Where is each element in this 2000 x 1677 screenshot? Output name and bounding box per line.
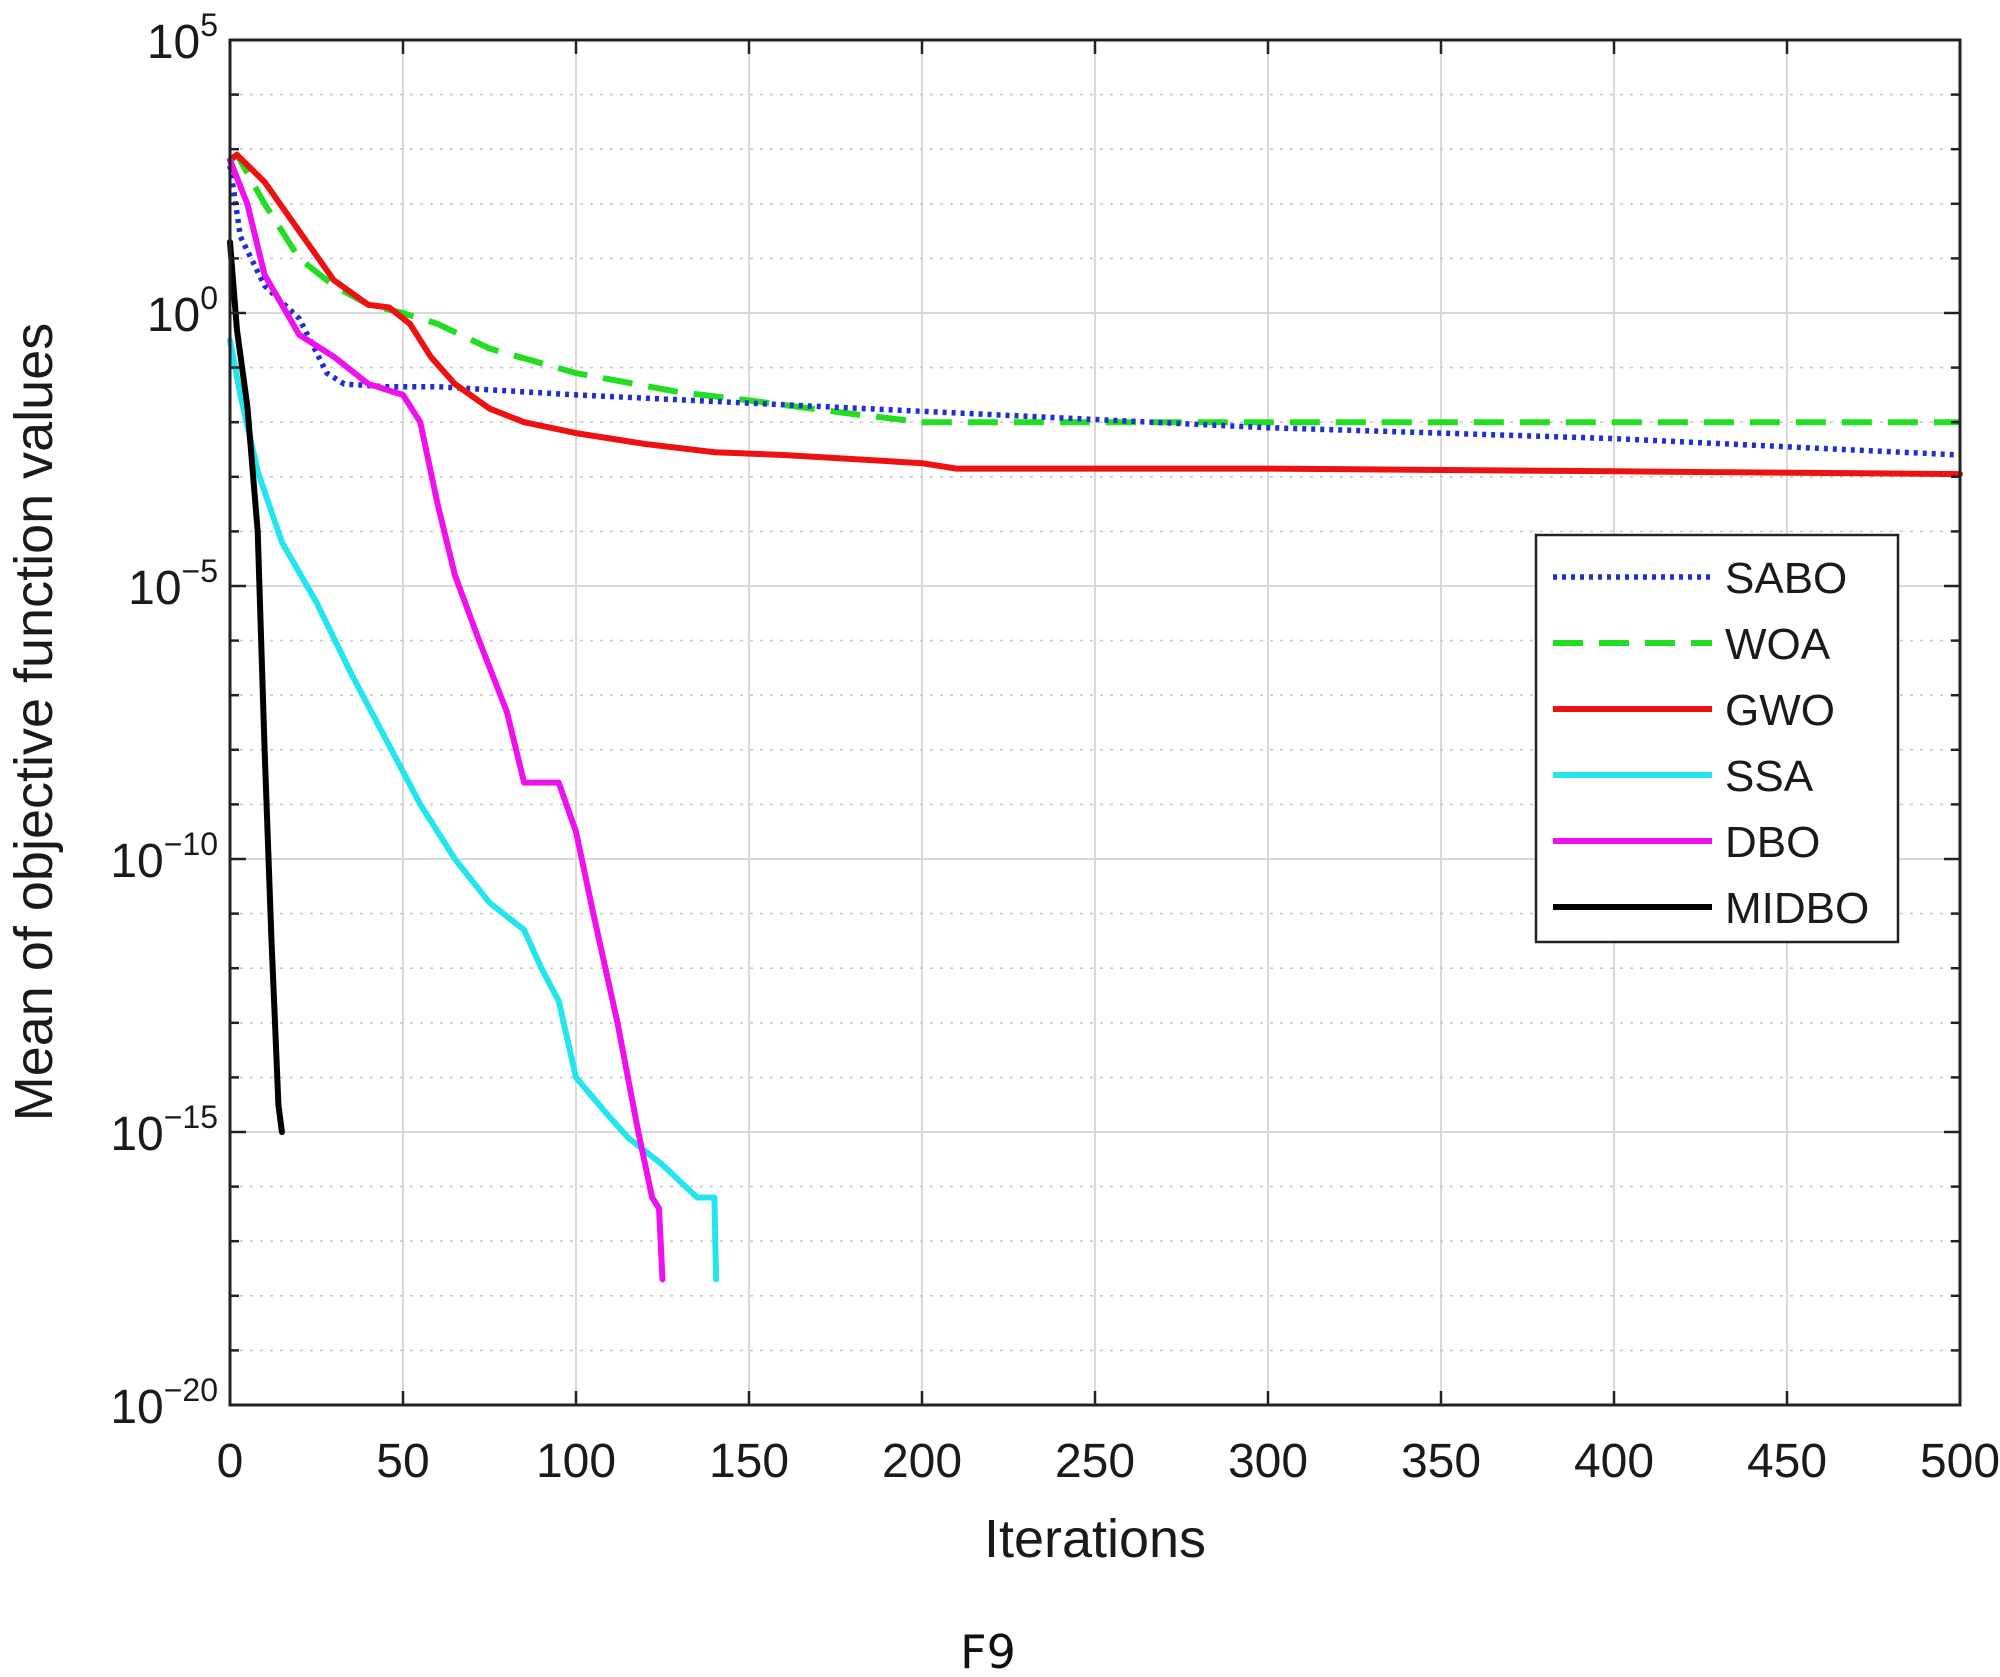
legend-label-midbo: MIDBO (1725, 884, 1869, 933)
x-tick-label: 100 (536, 1435, 616, 1488)
legend-label-ssa: SSA (1725, 752, 1814, 801)
legend-entries: SABO WOA GWO SSA DBO MIDBO (1553, 554, 1869, 933)
legend-label-gwo: GWO (1725, 686, 1835, 735)
series-line-sabo (227, 165, 1961, 458)
series-line-gwo (227, 151, 1963, 478)
y-tick-label: 10−5 (128, 553, 218, 615)
legend: SABO WOA GWO SSA DBO MIDBO (1534, 533, 1900, 944)
x-tick-label: 350 (1401, 1435, 1481, 1488)
y-tick-label: 10−10 (110, 826, 218, 888)
legend-label-sabo: SABO (1725, 554, 1847, 603)
series-line-woa (228, 151, 1960, 426)
y-tick-exponent: 0 (200, 280, 218, 316)
series-lines (227, 151, 1963, 1283)
y-tick-exponent: −5 (182, 553, 218, 589)
y-tick-label: 105 (147, 7, 218, 69)
y-tick-base: 10 (128, 562, 181, 615)
y-tick-exponent: 5 (200, 7, 218, 43)
x-tick-label: 0 (217, 1435, 244, 1488)
x-tick-label: 500 (1920, 1435, 2000, 1488)
y-tick-base: 10 (110, 835, 163, 888)
x-tick-label: 300 (1228, 1435, 1308, 1488)
y-tick-base: 10 (110, 1108, 163, 1161)
x-tick-label: 400 (1574, 1435, 1654, 1488)
series-line-midbo (227, 239, 285, 1135)
y-tick-base: 10 (110, 1381, 163, 1434)
x-tick-label: 50 (376, 1435, 429, 1488)
series-line-ssa (227, 337, 720, 1283)
x-tick-label: 450 (1747, 1435, 1827, 1488)
x-tick-label: 150 (709, 1435, 789, 1488)
y-tick-base: 10 (147, 16, 200, 69)
x-axis-label: Iterations (984, 1509, 1206, 1569)
y-tick-exponent: −20 (164, 1372, 218, 1408)
y-tick-exponent: −15 (164, 1099, 218, 1135)
x-tick-labels: 0 50 100 150 200 250 300 350 400 450 500 (217, 1435, 2000, 1488)
series-line-dbo (227, 157, 666, 1283)
y-tick-label: 10−15 (110, 1099, 218, 1161)
y-axis-label: Mean of objective function values (4, 323, 64, 1121)
y-tick-base: 10 (147, 289, 200, 342)
y-tick-exponent: −10 (164, 826, 218, 862)
figure-caption: F9 (960, 1625, 1016, 1677)
y-tick-label: 100 (147, 280, 218, 342)
legend-label-dbo: DBO (1725, 818, 1820, 867)
y-tick-label: 10−20 (110, 1372, 218, 1434)
legend-box (1534, 533, 1900, 944)
legend-label-woa: WOA (1725, 620, 1831, 669)
axis-ticks (228, 38, 1962, 1407)
x-tick-label: 200 (882, 1435, 962, 1488)
x-tick-label: 250 (1055, 1435, 1135, 1488)
